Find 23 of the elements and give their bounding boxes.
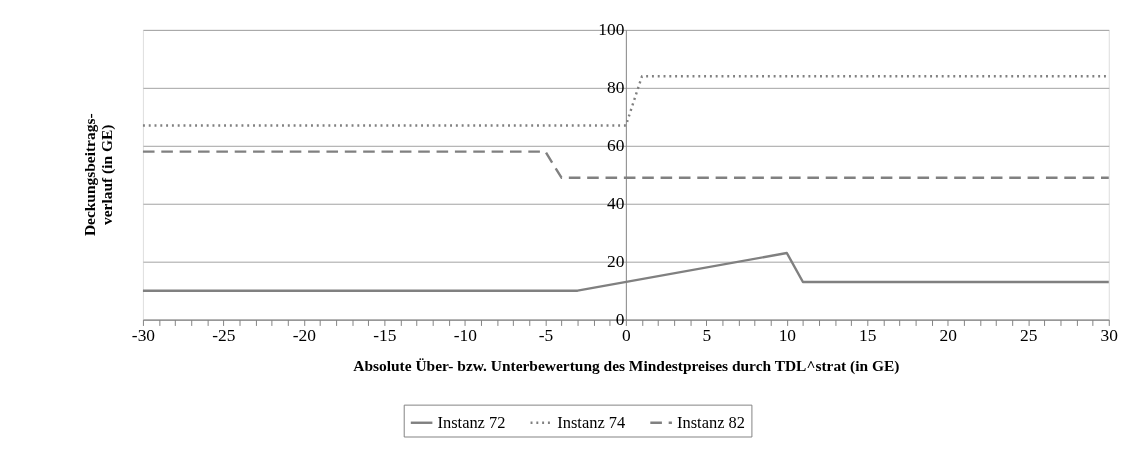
y-tick-label: 40 [607,194,625,214]
y-tick-label: 20 [607,252,625,272]
x-tick-label: 5 [702,326,712,346]
legend-label: Instanz 74 [557,412,626,432]
x-tick-label: -20 [292,326,317,346]
y-tick-label: 100 [598,20,625,40]
y-tick-label: 80 [607,78,625,98]
x-tick-label: 10 [778,326,797,346]
x-tick-label: -30 [131,326,156,346]
x-tick-label: 25 [1020,326,1038,346]
legend-label: Instanz 82 [677,412,745,432]
x-tick-label: 30 [1100,326,1119,346]
legend-label: Instanz 72 [437,412,506,432]
y-tick-label: 60 [607,136,625,156]
x-tick-label: 15 [859,326,877,346]
x-tick-label: -10 [453,326,478,346]
x-tick-label: 20 [939,326,958,346]
x-tick-label: -5 [538,326,554,346]
x-tick-label: -15 [373,326,397,346]
y-axis-title: Deckungsbeitrags- verlauf (in GE) [80,113,117,237]
y-tick-label: 0 [615,309,625,329]
x-axis-title: Absolute Über- bzw. Unterbewertung des Mindestpreises durch TDL^strat (in GE) [353,357,900,376]
x-tick-label: -25 [212,326,236,346]
